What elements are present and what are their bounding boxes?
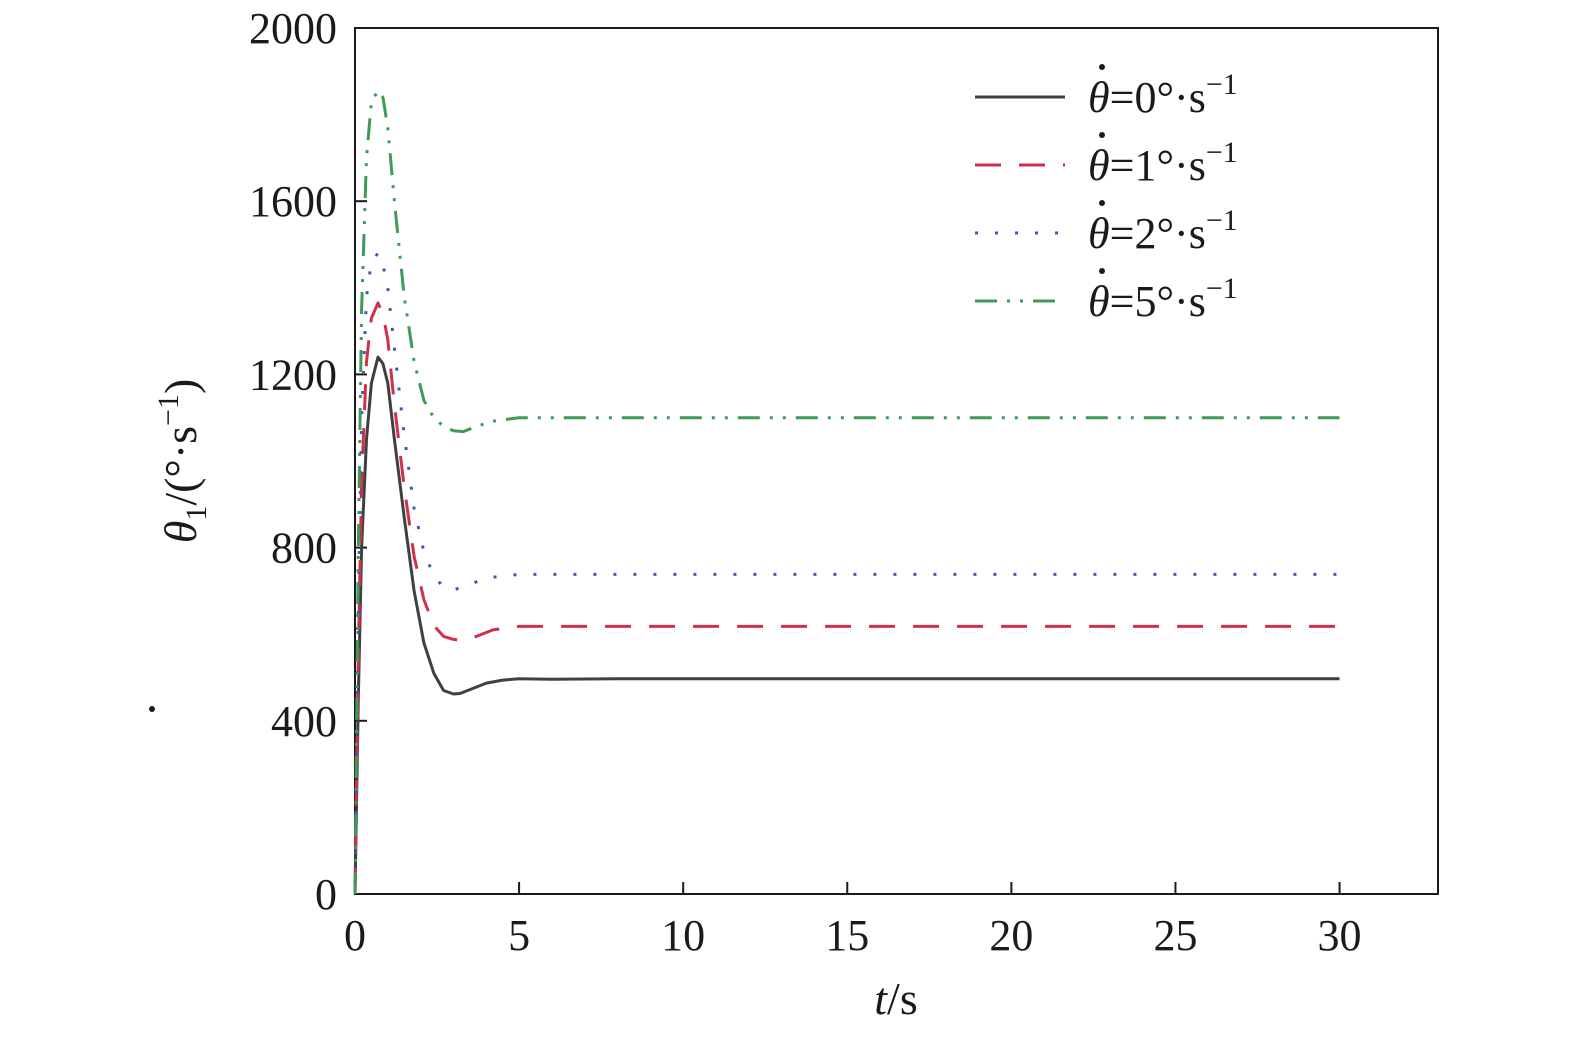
plot-frame <box>354 27 1439 895</box>
x-tick-label: 10 <box>661 911 705 960</box>
x-tick-label: 15 <box>825 911 869 960</box>
y-tick-label: 1600 <box>249 177 337 226</box>
series-line-1 <box>353 301 1340 895</box>
legend-dot-mark <box>1099 132 1105 138</box>
y-axis-sup: −1 <box>152 394 185 426</box>
x-tick-label: 25 <box>1153 911 1197 960</box>
y-axis-var: θ <box>155 521 206 544</box>
series-line-2 <box>353 251 1340 895</box>
x-tick-label: 20 <box>989 911 1033 960</box>
series-line-0 <box>353 355 1340 895</box>
y-tick-label: 400 <box>271 697 337 746</box>
legend-label-2: θ=2°·s−1 <box>1088 204 1238 258</box>
series-line-3 <box>353 89 1340 895</box>
legend-dot-mark <box>1099 64 1105 70</box>
x-tick-label: 30 <box>1318 911 1362 960</box>
legend-label-1: θ=1°·s−1 <box>1088 136 1238 190</box>
legend-label-0: θ=0°·s−1 <box>1088 68 1238 122</box>
y-tick-label: 2000 <box>249 4 337 53</box>
x-tick-labels: 0 5 10 15 20 25 30 <box>344 911 1362 960</box>
y-tick-label: 1200 <box>249 350 337 399</box>
legend-dot-mark <box>1099 268 1105 274</box>
x-axis-unit: /s <box>887 973 918 1024</box>
svg-text:θ1/(°·s−1): θ1/(°·s−1) <box>152 379 213 544</box>
series-lines <box>353 89 1340 895</box>
legend: θ=0°·s−1 θ=1°·s−1 θ=2°·s−1 θ=5°·s−1 <box>975 64 1238 326</box>
y-axis-sub: 1 <box>180 506 213 521</box>
axis-ticks <box>354 27 1341 895</box>
legend-label-3: θ=5°·s−1 <box>1088 272 1238 326</box>
y-tick-label: 800 <box>271 524 337 573</box>
x-axis-var: t <box>874 973 888 1024</box>
x-tick-label: 0 <box>344 911 366 960</box>
y-axis-close: ) <box>155 379 206 394</box>
legend-dot-mark <box>1099 200 1105 206</box>
y-axis-unit: /(°·s <box>155 426 206 506</box>
y-tick-labels: 0 400 800 1200 1600 2000 <box>249 4 337 919</box>
y-tick-label: 0 <box>315 870 337 919</box>
y-axis-title: θ1/(°·s−1) <box>149 379 213 712</box>
x-axis-title: t/s <box>874 973 917 1024</box>
x-tick-label: 5 <box>508 911 530 960</box>
y-axis-dot-mark <box>149 706 155 712</box>
